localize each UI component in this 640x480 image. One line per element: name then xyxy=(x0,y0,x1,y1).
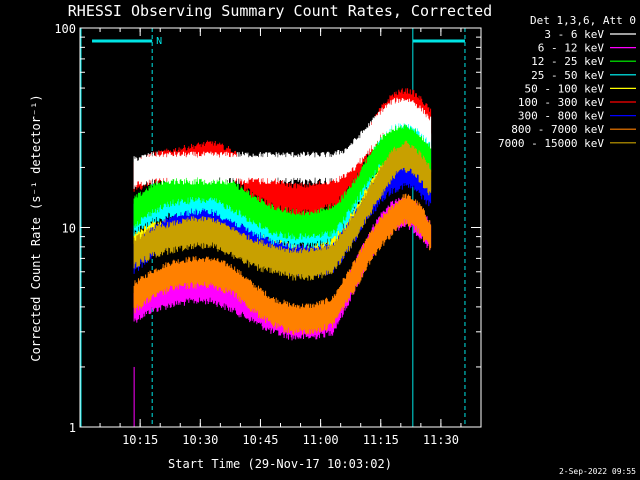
axes: 10:15 10:30 10:45 11:00 11:15 11:30 1 10 100 xyxy=(54,22,481,447)
chart-title: RHESSI Observing Summary Count Rates, Co… xyxy=(68,2,492,20)
legend-label-5: 100 - 300 keV xyxy=(518,96,604,109)
x-axis-label: Start Time (29-Nov-17 10:03:02) xyxy=(168,457,392,471)
plot-area: N xyxy=(80,28,466,427)
legend-header: Det 1,3,6, Att 0 xyxy=(530,14,636,27)
legend-label-7: 800 - 7000 keV xyxy=(511,123,604,136)
legend-label-1: 6 - 12 keV xyxy=(538,42,605,55)
y-tick-label-0: 1 xyxy=(69,421,76,435)
x-tick-label-4: 11:15 xyxy=(363,433,399,447)
y-axis-label: Corrected Count Rate (s⁻¹ detector⁻¹) xyxy=(29,94,43,361)
legend-label-6: 300 - 800 keV xyxy=(518,110,604,123)
night-marker-label: N xyxy=(156,36,162,47)
y-tick-label-1: 10 xyxy=(62,222,76,236)
legend-label-2: 12 - 25 keV xyxy=(531,55,604,68)
legend-label-4: 50 - 100 keV xyxy=(525,82,605,95)
y-tick-label-2: 100 xyxy=(54,22,76,36)
series-line-7 xyxy=(133,193,432,336)
series-line-8 xyxy=(133,140,432,281)
series-line-0 xyxy=(133,97,432,189)
timestamp: 2-Sep-2022 09:55 xyxy=(559,467,636,476)
x-tick-label-5: 11:30 xyxy=(423,433,459,447)
legend-label-0: 3 - 6 keV xyxy=(544,28,604,41)
legend-label-3: 25 - 50 keV xyxy=(531,69,604,82)
legend-label-8: 7000 - 15000 keV xyxy=(498,137,604,150)
x-tick-label-0: 10:15 xyxy=(122,433,158,447)
x-tick-label-1: 10:30 xyxy=(182,433,218,447)
x-tick-label-3: 11:00 xyxy=(303,433,339,447)
x-tick-label-2: 10:45 xyxy=(242,433,278,447)
